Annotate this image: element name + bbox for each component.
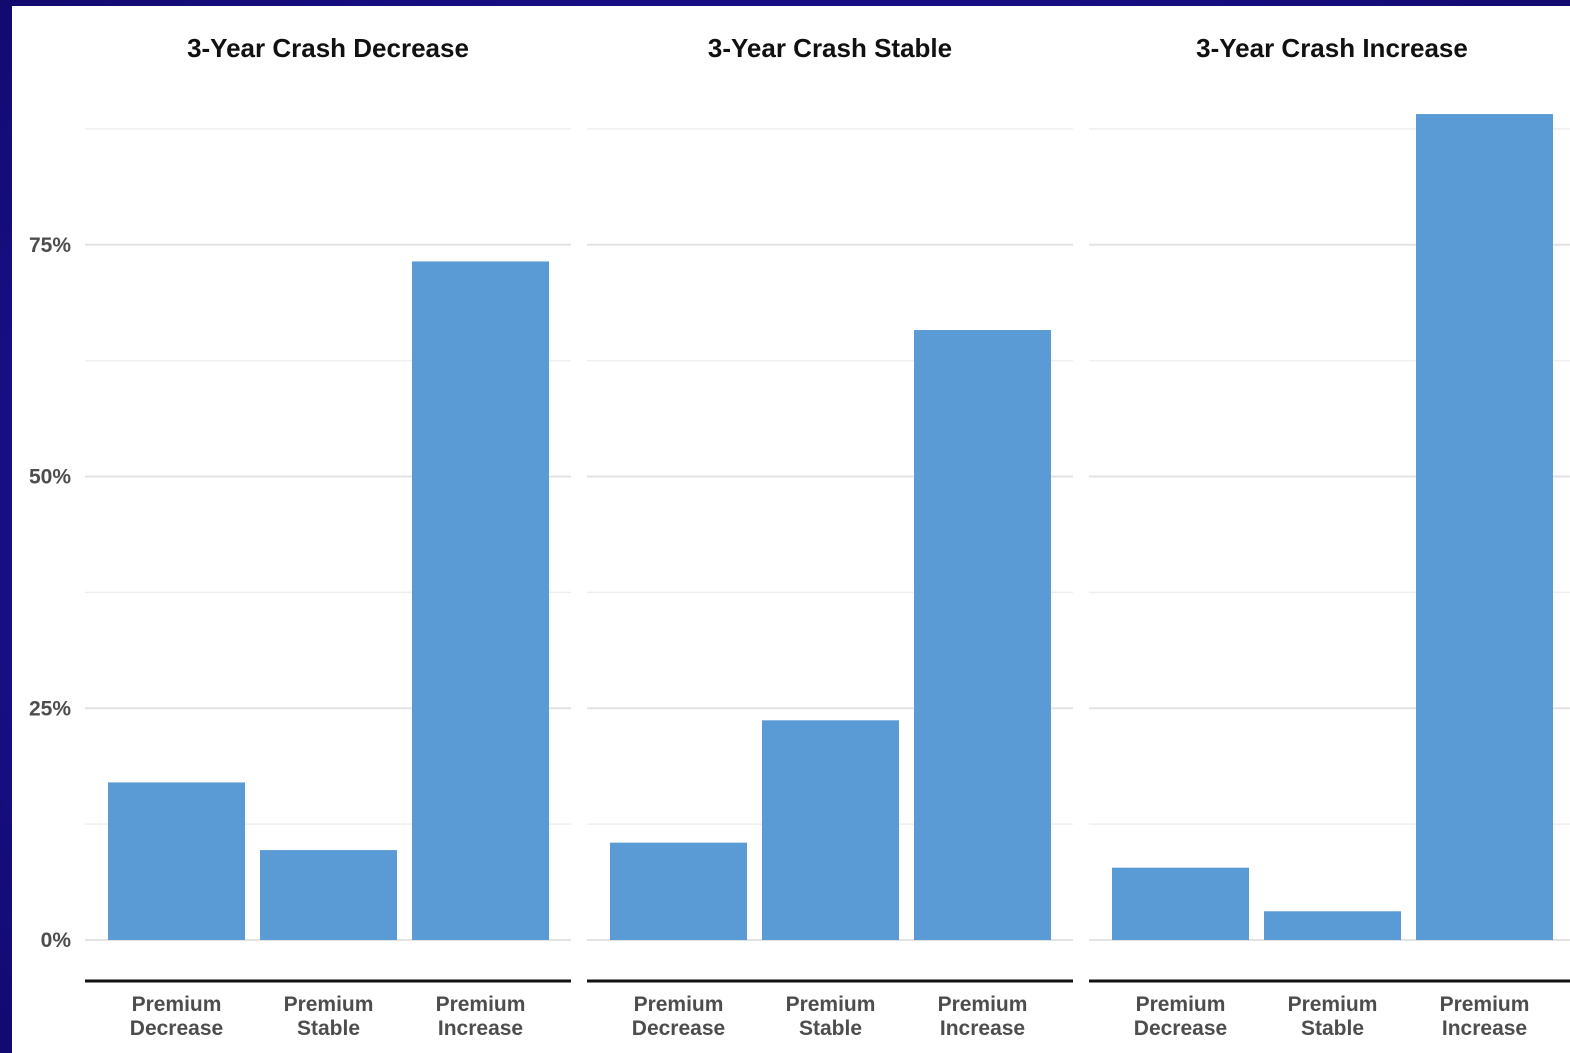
bar <box>610 842 747 940</box>
bar <box>914 330 1051 940</box>
bar <box>762 720 899 940</box>
category-label: Stable <box>297 1017 360 1040</box>
y-tick-label: 75% <box>29 234 71 257</box>
bar <box>412 261 549 940</box>
category-label: Premium <box>436 993 526 1016</box>
faceted-bar-chart: 0%25%50%75%3-Year Crash DecreasePremiumD… <box>29 33 1570 1040</box>
category-label: Premium <box>938 993 1028 1016</box>
category-label: Premium <box>1440 993 1530 1016</box>
bar <box>260 850 397 940</box>
panel-title: 3-Year Crash Stable <box>708 33 952 63</box>
category-label: Stable <box>1301 1017 1364 1040</box>
category-label: Premium <box>284 993 374 1016</box>
bar <box>1416 114 1553 941</box>
category-label: Decrease <box>130 1017 223 1040</box>
category-label: Premium <box>1288 993 1378 1016</box>
chart-slide: 0% 25% 50% 75% 3-Year Crash Decrease Premium D… <box>12 6 1570 1053</box>
category-label: Premium <box>132 993 222 1016</box>
category-label: Decrease <box>632 1017 725 1040</box>
bar <box>108 782 245 940</box>
y-tick-label: 50% <box>29 466 71 489</box>
category-label: Premium <box>786 993 876 1016</box>
y-tick-label: 25% <box>29 697 71 720</box>
category-label: Premium <box>634 993 724 1016</box>
category-label: Increase <box>940 1017 1025 1040</box>
y-tick-label: 0% <box>41 929 72 952</box>
category-label: Increase <box>438 1017 523 1040</box>
panel-title: 3-Year Crash Increase <box>1196 33 1468 63</box>
bar <box>1112 867 1249 940</box>
category-label: Premium <box>1136 993 1226 1016</box>
category-label: Decrease <box>1134 1017 1227 1040</box>
category-label: Stable <box>799 1017 862 1040</box>
panel-title: 3-Year Crash Decrease <box>187 33 469 63</box>
category-label: Increase <box>1442 1017 1527 1040</box>
bar <box>1264 911 1401 940</box>
